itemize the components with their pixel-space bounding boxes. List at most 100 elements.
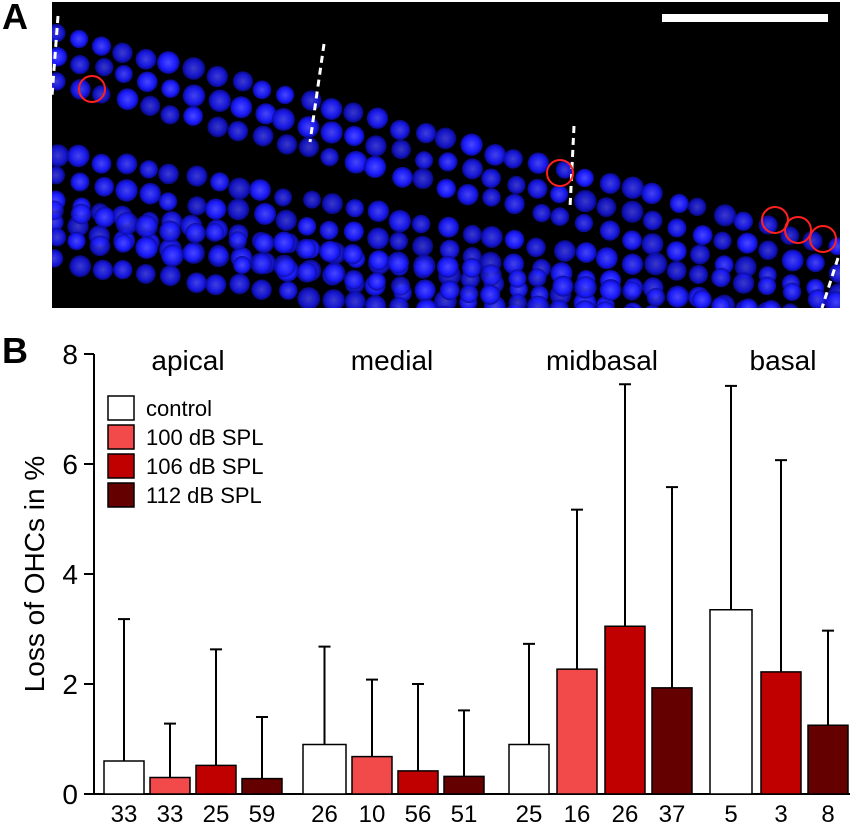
nucleus [595, 301, 615, 308]
nucleus [388, 209, 412, 233]
nucleus [527, 178, 548, 199]
lost-cell-marker [761, 206, 789, 234]
nucleus [345, 198, 365, 218]
nucleus [252, 125, 274, 147]
nucleus [185, 222, 206, 244]
nucleus [574, 189, 597, 213]
nucleus [363, 155, 387, 179]
nucleus [504, 193, 525, 215]
nucleus [320, 121, 343, 144]
nucleus [575, 168, 594, 188]
nucleus [249, 179, 271, 201]
nucleus [297, 287, 321, 308]
nucleus [344, 150, 368, 174]
nucleus [824, 291, 840, 308]
y-axis-label: Loss of OHCs in % [19, 456, 50, 693]
nucleus [207, 116, 229, 138]
nucleus [621, 176, 644, 199]
nucleus [550, 207, 570, 227]
lost-cell-marker [809, 225, 837, 253]
nucleus [480, 284, 501, 305]
nucleus [621, 253, 644, 275]
nucleus [297, 216, 317, 236]
nucleus [641, 233, 664, 255]
bar-midbasal-112-dB-SPL [651, 687, 693, 795]
nucleus [761, 299, 782, 308]
nucleus [412, 235, 434, 257]
nucleus [253, 232, 275, 254]
nucleus [462, 224, 482, 244]
nucleus [503, 149, 523, 169]
bar-medial-106-dB-SPL [397, 770, 439, 795]
nucleus [460, 133, 483, 156]
nucleus [550, 184, 569, 204]
nucleus [503, 253, 525, 275]
lost-cell-marker [546, 159, 574, 187]
nucleus [320, 98, 343, 120]
n-label: 51 [451, 801, 478, 824]
n-label: 56 [405, 801, 432, 824]
y-tick-label: 8 [62, 339, 78, 370]
bar-medial-control [302, 743, 347, 795]
nucleus [95, 57, 114, 77]
nucleus [507, 175, 526, 195]
n-label: 26 [311, 801, 338, 824]
nucleus [67, 231, 86, 251]
nucleus [367, 227, 390, 250]
nucleus [322, 289, 345, 308]
nucleus [52, 46, 68, 67]
nucleus [344, 291, 366, 308]
nucleus [298, 136, 320, 158]
nucleus [390, 276, 411, 296]
legend-label: control [146, 396, 212, 421]
nucleus [139, 160, 159, 179]
nucleus [734, 256, 757, 278]
nucleus [415, 123, 437, 144]
nucleus [136, 71, 158, 93]
nucleus [52, 72, 66, 91]
nucleus [391, 139, 411, 160]
nucleus [480, 225, 503, 248]
nucleus [367, 200, 390, 222]
bar-basal-control [709, 609, 753, 795]
nucleus [116, 153, 138, 175]
nucleus [94, 206, 116, 228]
microscopy-image [52, 2, 840, 308]
nucleus [365, 135, 387, 157]
nucleus [504, 229, 525, 250]
nucleus [508, 293, 528, 308]
nucleus [532, 203, 551, 223]
nucleus [232, 71, 254, 92]
nucleus [623, 305, 636, 308]
nucleus [182, 84, 206, 107]
group-title-apical: apical [151, 345, 224, 376]
nucleus [92, 259, 114, 281]
nucleus [208, 89, 232, 112]
nucleus [52, 23, 66, 43]
legend-swatch [107, 453, 135, 479]
nucleus [599, 220, 621, 241]
nucleus [438, 152, 458, 172]
nucleus [52, 144, 70, 167]
nucleus [91, 36, 112, 56]
group-title-basal: basal [750, 345, 817, 376]
nucleus [528, 268, 547, 287]
nucleus [159, 220, 181, 243]
nucleus [228, 231, 248, 250]
nucleus [389, 119, 411, 141]
nucleus [156, 51, 180, 74]
nucleus [412, 168, 434, 190]
nucleus [275, 209, 297, 232]
n-label: 25 [203, 801, 230, 824]
nucleus [595, 247, 618, 270]
nucleus [135, 236, 159, 259]
bar-apical-control [103, 760, 145, 795]
nucleus [343, 221, 364, 242]
nucleus [113, 234, 133, 253]
nucleus [484, 144, 507, 166]
nucleus [758, 215, 778, 235]
n-label: 16 [564, 801, 591, 824]
nucleus [139, 182, 162, 205]
nucleus [161, 79, 180, 98]
legend-swatch [107, 424, 135, 450]
